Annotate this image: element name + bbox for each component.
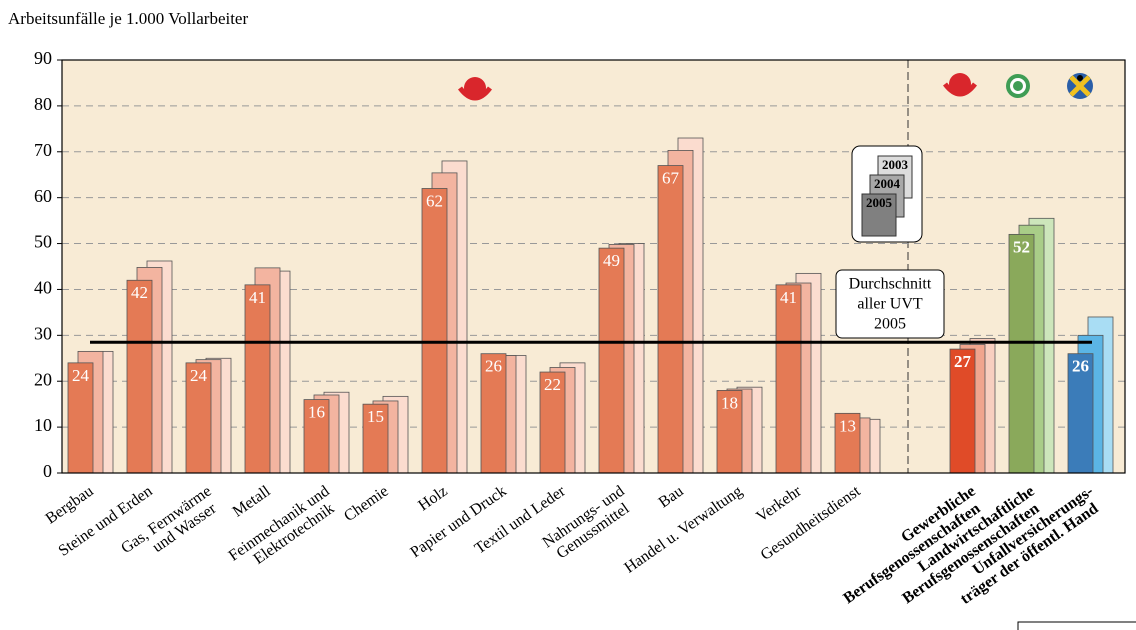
legend-label: 2003 [882, 157, 909, 172]
bar [362, 403, 389, 474]
bar [126, 279, 153, 474]
y-tick-label: 80 [34, 94, 52, 114]
logo [458, 73, 1093, 101]
data-label: 13 [839, 416, 856, 435]
y-tick-label: 50 [34, 232, 52, 252]
plot-border [61, 59, 1126, 474]
data-label: 49 [603, 251, 620, 270]
reference-label: Durchschnitt [849, 276, 932, 293]
data-label: 16 [308, 402, 325, 421]
x-tick-label: Chemie [341, 482, 392, 524]
plot-area [62, 60, 1125, 473]
bar [539, 371, 566, 474]
data-label: 18 [721, 393, 738, 412]
data-label: 26 [485, 357, 502, 376]
x-tick-label: Holz [415, 482, 450, 514]
x-tick-label: Metall [229, 482, 273, 520]
y-tick-label: 60 [34, 186, 52, 206]
y-tick-label: 70 [34, 140, 52, 160]
legend-swatch [861, 193, 897, 237]
data-label: 42 [131, 283, 148, 302]
y-tick-label: 0 [43, 461, 52, 481]
x-tick-label: Verkehr [753, 482, 805, 525]
bar [480, 353, 507, 474]
data-label: 62 [426, 191, 443, 210]
data-label: 41 [780, 288, 797, 307]
y-tick-label: 30 [34, 323, 52, 343]
frame-corner [1017, 621, 1136, 630]
bar [1067, 353, 1094, 474]
bar [949, 348, 976, 474]
y-tick-label: 40 [34, 278, 52, 298]
data-label: 26 [1072, 357, 1089, 376]
bar [244, 284, 271, 474]
bar [303, 399, 330, 474]
bar [421, 188, 448, 474]
bar [598, 247, 625, 474]
data-label: 24 [190, 366, 208, 385]
x-tick-label: Bergbau [42, 482, 96, 527]
bar [1008, 233, 1035, 474]
data-label: 22 [544, 375, 561, 394]
bar [657, 165, 684, 474]
x-tick-label: Bau [656, 482, 687, 511]
legend-label: 2005 [866, 195, 893, 210]
data-label: 24 [72, 366, 90, 385]
bar [67, 362, 94, 474]
y-tick-label: 20 [34, 369, 52, 389]
data-label: 52 [1013, 237, 1030, 256]
reference-label: 2005 [874, 316, 906, 333]
y-tick-label: 90 [34, 48, 52, 68]
x-tick-label: Gesundheitsdienst [758, 482, 864, 564]
reference-label: aller UVT [857, 296, 923, 313]
bar [716, 389, 743, 474]
chart-title: Arbeitsunfälle je 1.000 Vollarbeiter [8, 9, 248, 28]
y-tick-label: 10 [34, 415, 52, 435]
legend-label: 2004 [874, 176, 901, 191]
bar [775, 284, 802, 474]
data-label: 41 [249, 288, 266, 307]
data-label: 15 [367, 407, 384, 426]
data-label: 27 [954, 352, 972, 371]
data-label: 67 [662, 168, 680, 187]
reference-label-box [835, 269, 945, 339]
